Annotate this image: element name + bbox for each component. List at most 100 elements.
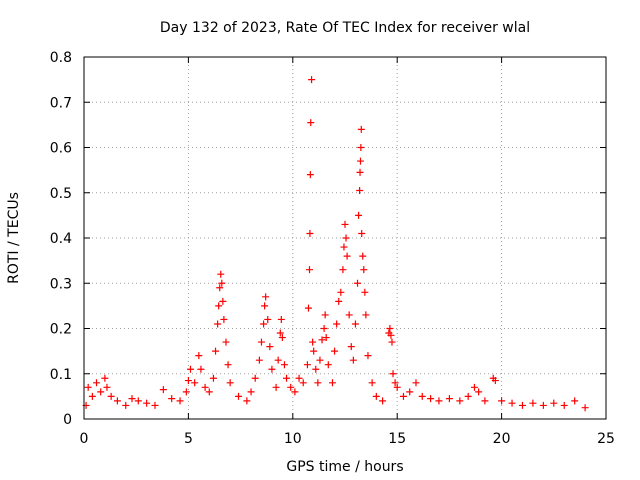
x-tick-label: 10 (284, 431, 302, 447)
data-point (216, 284, 224, 292)
data-point (235, 392, 243, 400)
data-point (268, 365, 276, 373)
data-point (277, 315, 285, 323)
data-point (386, 325, 394, 332)
data-point (151, 401, 159, 409)
data-point (209, 374, 217, 382)
data-point (364, 352, 372, 360)
data-point (475, 388, 483, 396)
y-tick-label: 0.3 (50, 276, 72, 292)
x-tick-label: 5 (184, 431, 193, 447)
data-point (226, 379, 234, 387)
data-points (82, 76, 589, 412)
data-point (215, 302, 223, 310)
data-point (122, 401, 130, 409)
data-point (357, 125, 365, 133)
data-point (182, 388, 190, 396)
plot-frame (83, 56, 607, 420)
data-point (184, 377, 192, 385)
x-axis-label: GPS time / hours (286, 459, 403, 475)
data-point (266, 343, 274, 351)
data-point (312, 365, 320, 373)
data-point (309, 338, 317, 346)
data-point (134, 397, 142, 405)
data-point (393, 383, 401, 391)
data-point (389, 370, 397, 378)
axis-ticks: 0 5 10 15 20 25 0 0.1 0.2 0.3 0.4 0.5 0.6 0.7 0.8 (50, 50, 615, 447)
data-point (314, 379, 322, 387)
data-point (143, 399, 151, 407)
data-point (360, 266, 368, 274)
data-point (356, 186, 364, 194)
data-point (560, 401, 568, 409)
y-tick-label: 0.2 (50, 322, 72, 338)
data-point (272, 383, 280, 391)
data-point (464, 392, 472, 400)
data-point (333, 320, 341, 328)
data-point (310, 347, 318, 355)
data-point (341, 220, 349, 228)
data-point (219, 297, 227, 305)
data-point (337, 288, 345, 296)
data-point (320, 325, 328, 332)
data-point (93, 379, 101, 387)
data-point (412, 379, 420, 387)
x-tick-label: 15 (388, 431, 406, 447)
data-point (550, 399, 558, 407)
data-point (491, 377, 499, 385)
data-point (197, 365, 205, 373)
data-point (470, 383, 478, 391)
data-point (97, 388, 105, 396)
data-point (280, 361, 288, 369)
chart-title: Day 132 of 2023, Rate Of TEC Index for r… (160, 20, 530, 36)
data-point (361, 288, 369, 296)
data-point (243, 397, 251, 405)
data-point (518, 401, 526, 409)
data-point (205, 388, 213, 396)
data-point (107, 392, 115, 400)
data-point (287, 383, 295, 391)
data-point (306, 229, 314, 237)
data-point (186, 365, 194, 373)
data-point (214, 320, 222, 328)
data-point (218, 279, 226, 287)
data-point (291, 388, 299, 396)
data-point (399, 392, 407, 400)
data-point (368, 379, 376, 387)
data-point (340, 243, 348, 251)
data-point (251, 374, 259, 382)
data-point (113, 397, 121, 405)
data-point (571, 397, 579, 405)
data-point (283, 374, 291, 382)
data-point (354, 279, 362, 287)
data-point (321, 311, 329, 319)
data-point (379, 397, 387, 405)
data-point (303, 361, 311, 369)
y-tick-label: 0.1 (50, 367, 72, 383)
data-point (128, 395, 136, 403)
data-point (220, 315, 228, 323)
y-tick-label: 0.4 (50, 231, 72, 247)
data-point (581, 404, 589, 412)
data-point (322, 334, 330, 342)
data-point (324, 361, 332, 369)
data-point (195, 352, 203, 360)
data-point (356, 157, 364, 165)
data-point (391, 379, 399, 387)
y-tick-label: 0 (63, 412, 72, 428)
data-point (308, 76, 316, 84)
data-point (159, 386, 167, 394)
data-point (339, 266, 347, 274)
y-axis-label: ROTI / TECUs (6, 192, 22, 284)
data-point (427, 395, 435, 403)
data-point (101, 374, 109, 382)
data-point (345, 311, 353, 319)
data-point (278, 334, 286, 342)
data-point (435, 397, 443, 405)
data-point (276, 329, 284, 337)
data-point (529, 399, 537, 407)
data-point (217, 270, 225, 278)
data-point (328, 379, 336, 387)
y-tick-label: 0.5 (50, 186, 72, 202)
